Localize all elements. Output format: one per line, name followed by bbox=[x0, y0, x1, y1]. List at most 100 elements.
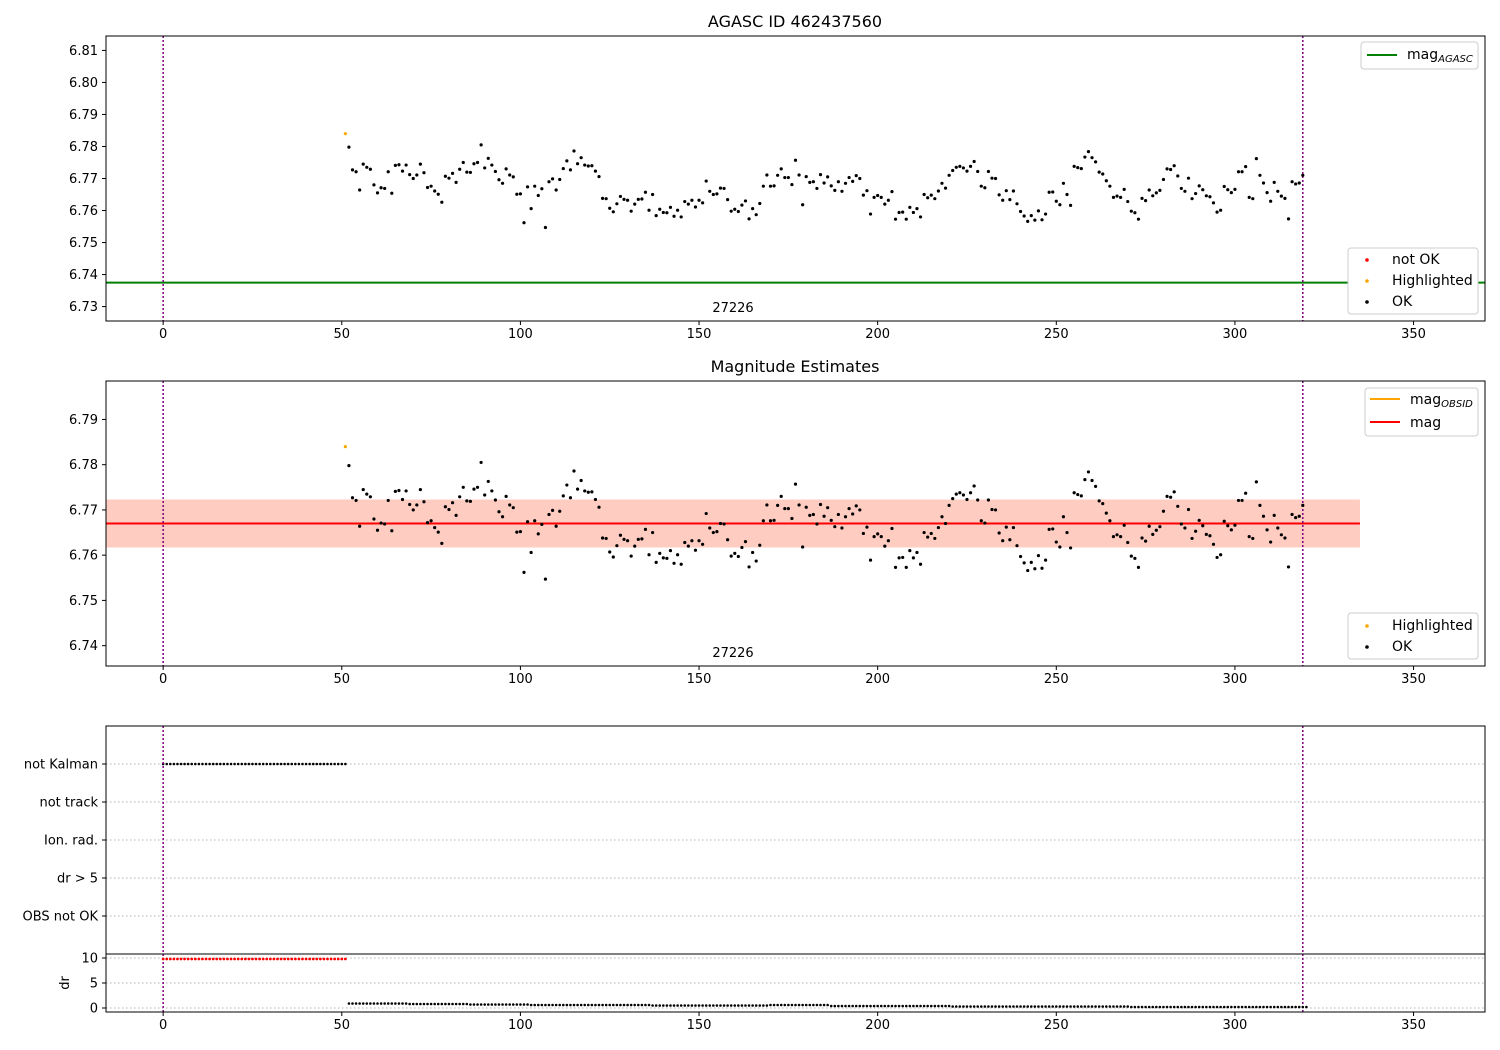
flag-point-not-kalman bbox=[201, 762, 204, 766]
data-point-ok bbox=[758, 543, 762, 547]
dr-point-ok bbox=[612, 1003, 615, 1007]
data-point-ok bbox=[1090, 156, 1094, 160]
dr-point-ok bbox=[1080, 1005, 1083, 1008]
data-point-ok bbox=[804, 174, 808, 179]
data-point-ok bbox=[1051, 527, 1055, 531]
data-point-ok bbox=[636, 537, 640, 541]
dr-point-ok bbox=[1280, 1005, 1283, 1009]
dr-point-not-ok bbox=[311, 957, 315, 961]
data-point-ok bbox=[868, 212, 873, 216]
dr-point-not-ok bbox=[222, 957, 226, 961]
data-point-ok bbox=[1004, 525, 1008, 529]
dr-point-ok bbox=[633, 1003, 637, 1007]
data-point-ok bbox=[1104, 179, 1108, 183]
dr-point-ok bbox=[451, 1002, 454, 1006]
dr-point-ok bbox=[883, 1004, 887, 1008]
data-point-ok bbox=[561, 494, 565, 498]
data-point-ok bbox=[554, 524, 558, 528]
data-point-ok bbox=[1147, 188, 1151, 192]
dr-point-ok bbox=[447, 1002, 451, 1006]
data-point-ok bbox=[1222, 519, 1226, 523]
dr-point-ok bbox=[833, 1004, 837, 1008]
dr-point-ok bbox=[1165, 1005, 1169, 1009]
data-point-ok bbox=[493, 169, 498, 174]
data-point-ok bbox=[565, 159, 569, 163]
data-point-ok bbox=[1240, 170, 1244, 174]
dr-point-not-ok bbox=[197, 957, 201, 961]
dr-point-ok bbox=[658, 1004, 662, 1007]
data-point-ok bbox=[583, 489, 587, 493]
dr-point-ok bbox=[1222, 1005, 1226, 1009]
data-point-ok bbox=[365, 165, 369, 169]
data-point-ok bbox=[736, 554, 740, 559]
data-point-ok bbox=[1161, 177, 1166, 182]
data-point-ok bbox=[768, 184, 773, 188]
y-tick-label: 6.78 bbox=[69, 458, 98, 473]
data-point-ok bbox=[1301, 173, 1305, 177]
dr-point-ok bbox=[1130, 1005, 1133, 1009]
dr-point-ok bbox=[879, 1004, 883, 1008]
flag-point-not-kalman bbox=[294, 762, 297, 766]
dr-point-not-ok bbox=[326, 957, 329, 961]
data-point-ok bbox=[418, 487, 422, 492]
dr-point-ok bbox=[1126, 1005, 1130, 1008]
dr-point-ok bbox=[644, 1003, 647, 1007]
dr-point-ok bbox=[1062, 1005, 1065, 1008]
data-point-ok bbox=[1179, 522, 1183, 526]
data-point-ok bbox=[822, 181, 826, 185]
data-point-ok bbox=[1258, 173, 1262, 177]
data-point-ok bbox=[883, 544, 887, 548]
data-point-ok bbox=[1122, 187, 1126, 191]
dr-point-ok bbox=[1251, 1005, 1255, 1009]
dr-point-ok bbox=[479, 1003, 483, 1006]
dr-point-ok bbox=[829, 1004, 833, 1008]
data-point-ok bbox=[1111, 535, 1116, 539]
data-point-ok bbox=[926, 535, 930, 539]
dr-point-ok bbox=[469, 1003, 472, 1006]
y-tick-label: 6.76 bbox=[69, 204, 98, 219]
dr-point-ok bbox=[1244, 1005, 1247, 1009]
data-point-ok bbox=[608, 206, 612, 210]
dr-point-ok bbox=[654, 1004, 658, 1007]
dr-point-ok bbox=[1044, 1005, 1047, 1008]
data-point-ok bbox=[475, 160, 480, 165]
data-point-ok bbox=[1036, 554, 1041, 558]
flag-point-not-kalman bbox=[340, 762, 344, 766]
flag-point-not-kalman bbox=[229, 762, 233, 766]
dr-point-ok bbox=[747, 1004, 751, 1007]
data-point-ok bbox=[1026, 568, 1030, 573]
dr-point-ok bbox=[569, 1003, 572, 1007]
data-point-ok bbox=[1008, 538, 1012, 542]
dr-point-ok bbox=[979, 1005, 983, 1008]
data-point-ok bbox=[1029, 214, 1033, 218]
data-point-ok bbox=[997, 531, 1001, 535]
dr-point-ok bbox=[1029, 1005, 1033, 1008]
dr-point-ok bbox=[665, 1004, 669, 1007]
dr-point-ok bbox=[1272, 1005, 1276, 1009]
data-point-ok bbox=[968, 491, 973, 495]
data-point-ok bbox=[1236, 498, 1241, 503]
data-point-ok bbox=[636, 197, 640, 201]
dr-point-ok bbox=[1208, 1005, 1212, 1009]
dr-point-ok bbox=[572, 1003, 576, 1007]
data-point-ok bbox=[1190, 536, 1194, 541]
dr-point-ok bbox=[965, 1005, 969, 1008]
dr-point-ok bbox=[515, 1003, 519, 1006]
data-point-ok bbox=[972, 484, 976, 488]
dr-point-ok bbox=[1101, 1005, 1105, 1008]
dr-point-not-ok bbox=[226, 957, 229, 961]
dr-point-not-ok bbox=[247, 957, 251, 961]
data-point-ok bbox=[622, 197, 626, 201]
panel-magnitude-legend-points: Highlighted OK bbox=[1347, 612, 1479, 660]
data-point-ok bbox=[443, 174, 447, 178]
data-point-ok bbox=[358, 188, 362, 192]
data-point-ok bbox=[1018, 209, 1023, 214]
data-point-ok bbox=[568, 496, 573, 500]
data-point-ok bbox=[747, 565, 751, 569]
data-point-ok bbox=[436, 192, 440, 196]
data-point-ok bbox=[1186, 176, 1191, 180]
flag-point-not-kalman bbox=[208, 762, 211, 766]
data-point-ok bbox=[1065, 192, 1069, 197]
dr-point-ok bbox=[619, 1003, 622, 1007]
dr-point-ok bbox=[497, 1003, 501, 1006]
